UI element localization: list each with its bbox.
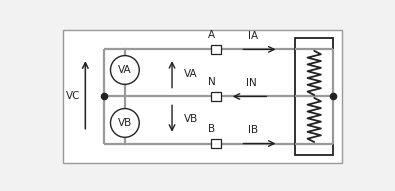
Bar [295, 38, 333, 155]
Text: IB: IB [248, 125, 259, 135]
Text: VB: VB [184, 113, 198, 124]
Text: VA: VA [184, 69, 198, 79]
Text: IA: IA [248, 31, 259, 41]
Text: VA: VA [118, 65, 132, 75]
Bar [211, 92, 221, 101]
Text: A: A [208, 30, 215, 40]
Circle shape [111, 56, 139, 84]
Circle shape [111, 108, 139, 137]
Text: VC: VC [66, 91, 81, 101]
Text: N: N [208, 77, 215, 87]
Text: VB: VB [118, 118, 132, 128]
Bar [211, 45, 221, 54]
Text: B: B [208, 124, 215, 134]
Bar [211, 139, 221, 148]
Text: IN: IN [246, 78, 256, 88]
